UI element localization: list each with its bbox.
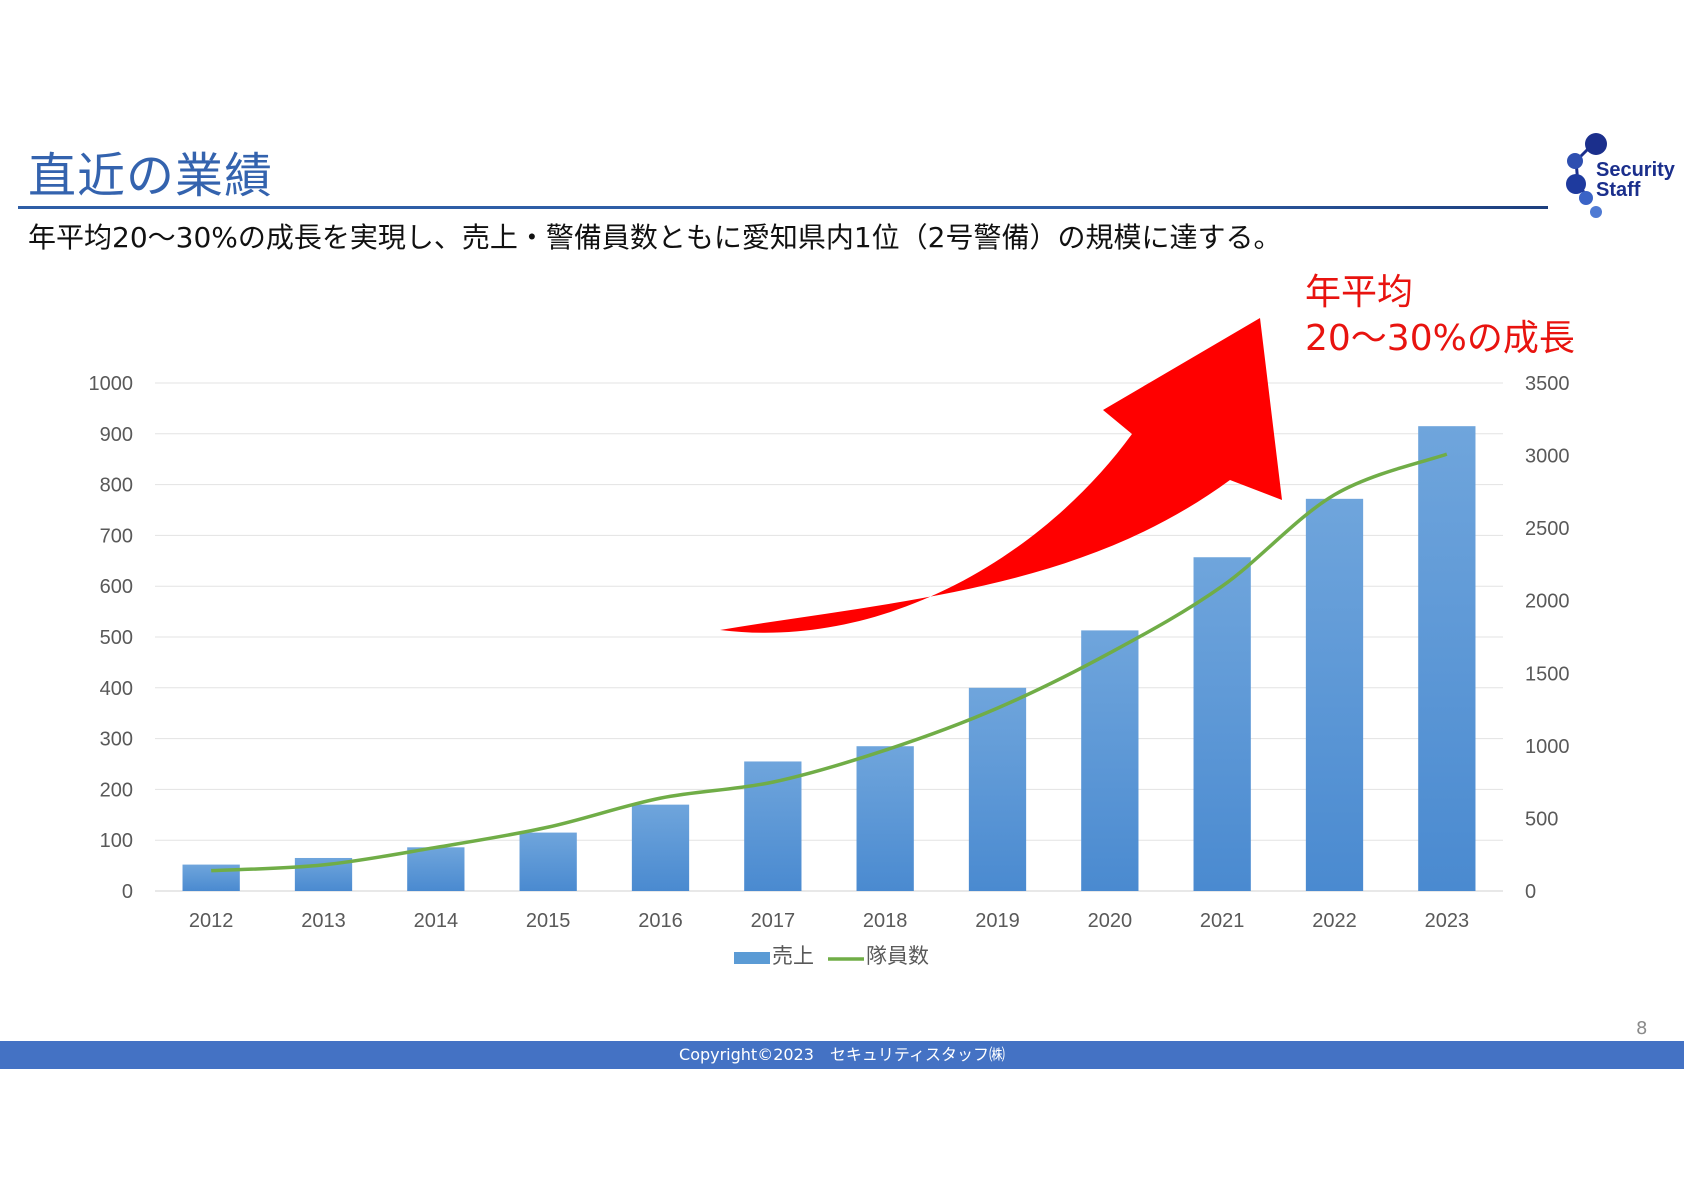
y-right-tick-label: 3000	[1525, 446, 1570, 468]
y-right-tick-label: 0	[1525, 881, 1536, 903]
page-subtitle: 年平均20～30%の成長を実現し、売上・警備員数ともに愛知県内1位（2号警備）の…	[28, 221, 1282, 254]
callout-line2: 20～30%の成長	[1305, 318, 1575, 359]
x-tick-label: 2013	[301, 910, 346, 932]
y-right-tick-label: 2500	[1525, 518, 1570, 540]
y-left-tick-label: 900	[100, 424, 133, 446]
bar	[1418, 426, 1476, 891]
footer-bar	[0, 1041, 1684, 1069]
y-right-tick-label: 1500	[1525, 663, 1570, 685]
bar	[1305, 498, 1364, 891]
y-left-tick-label: 600	[100, 576, 133, 598]
bar	[1081, 630, 1139, 891]
bar	[519, 832, 577, 891]
legend-label-sales: 売上	[772, 945, 814, 968]
company-logo: Security Staff	[1560, 132, 1684, 222]
logo-mark-icon	[1566, 133, 1607, 218]
x-tick-label: 2023	[1425, 910, 1470, 932]
x-tick-label: 2020	[1088, 910, 1133, 932]
logo-line1: Security	[1596, 159, 1675, 181]
y-left-tick-label: 100	[100, 830, 133, 852]
y-left-tick-label: 300	[100, 729, 133, 751]
y-right-tick-label: 3500	[1525, 373, 1570, 395]
callout-line1: 年平均	[1305, 272, 1414, 313]
x-tick-label: 2012	[189, 910, 234, 932]
series-line-staff	[211, 452, 1448, 873]
x-tick-label: 2018	[863, 910, 908, 932]
bar	[1193, 557, 1251, 891]
page-number: 8	[1636, 1018, 1648, 1039]
y-left-tick-label: 200	[100, 779, 133, 801]
x-tick-label: 2016	[638, 910, 683, 932]
y-left-tick-label: 400	[100, 678, 133, 700]
logo-text: Security Staff	[1596, 160, 1675, 200]
x-tick-label: 2019	[975, 910, 1020, 932]
legend-label-staff: 隊員数	[866, 945, 929, 968]
legend-swatch-sales	[734, 952, 770, 964]
bar	[407, 847, 465, 891]
y-left-tick-label: 800	[100, 475, 133, 497]
x-tick-label: 2017	[751, 910, 796, 932]
y-left-tick-label: 700	[100, 525, 133, 547]
y-left-tick-label: 0	[122, 881, 133, 903]
bar	[968, 687, 1027, 891]
logo-line2: Staff	[1596, 179, 1641, 201]
growth-callout: 年平均 20～30%の成長	[1305, 270, 1575, 362]
title-underline	[18, 206, 1548, 209]
x-tick-label: 2021	[1200, 910, 1245, 932]
x-tick-label: 2014	[414, 910, 459, 932]
y-right-tick-label: 2000	[1525, 591, 1570, 613]
y-left-tick-label: 1000	[89, 373, 134, 395]
y-right-tick-label: 1000	[1525, 736, 1570, 758]
y-right-tick-label: 500	[1525, 808, 1558, 830]
sales-staff-chart: 0 100 200 300 400 500 600 700 800 900 1000 0 500 1000…	[89, 373, 1570, 968]
bar	[631, 804, 690, 891]
y-left-tick-label: 500	[100, 627, 133, 649]
x-tick-label: 2022	[1312, 910, 1357, 932]
bar	[856, 746, 914, 891]
x-tick-label: 2015	[526, 910, 571, 932]
footer-copyright: Copyright©2023 セキュリティスタッフ㈱	[679, 1045, 1005, 1064]
growth-arrow-icon	[720, 318, 1282, 633]
page-title: 直近の業績	[28, 148, 274, 204]
